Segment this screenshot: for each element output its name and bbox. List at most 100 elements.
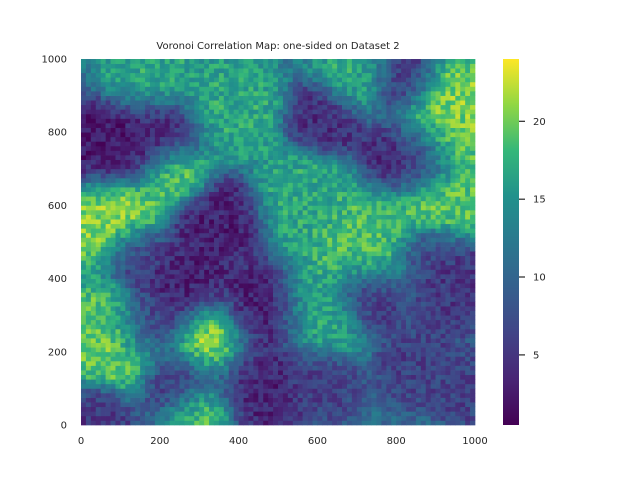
heatmap-cell — [440, 228, 446, 234]
heatmap-cell — [135, 301, 141, 307]
heatmap-cell — [465, 141, 471, 147]
heatmap-cell — [406, 232, 412, 238]
heatmap-cell — [371, 420, 377, 426]
heatmap-cell — [460, 150, 466, 156]
heatmap-cell — [470, 205, 476, 211]
heatmap-cell — [415, 338, 422, 343]
heatmap-cell — [145, 141, 151, 147]
heatmap-cell — [460, 255, 466, 261]
heatmap-cell — [450, 406, 456, 412]
heatmap-cell — [391, 420, 397, 426]
heatmap-cell — [391, 219, 397, 225]
heatmap-cell — [420, 255, 427, 261]
heatmap-cell — [263, 324, 269, 330]
heatmap-cell — [465, 360, 471, 366]
heatmap-cell — [115, 351, 121, 357]
heatmap-cell — [450, 209, 456, 215]
heatmap-cell — [430, 415, 436, 421]
heatmap-cell — [149, 200, 156, 206]
heatmap-cell — [164, 278, 170, 284]
heatmap-cell — [204, 260, 210, 266]
heatmap-cell — [376, 356, 382, 362]
heatmap-cell — [361, 306, 367, 311]
heatmap-cell — [346, 406, 353, 412]
heatmap-cell — [361, 141, 367, 147]
heatmap-cell — [371, 209, 377, 215]
heatmap-cell — [332, 283, 338, 289]
heatmap-cell — [223, 370, 230, 376]
heatmap-cell — [342, 402, 348, 408]
heatmap-cell — [450, 342, 456, 348]
heatmap-cell — [396, 301, 402, 307]
heatmap-cell — [213, 301, 220, 307]
heatmap-cell — [425, 242, 432, 247]
heatmap-cell — [391, 155, 397, 160]
heatmap-cell — [169, 406, 175, 412]
heatmap-cell — [169, 255, 175, 261]
heatmap-cell — [346, 333, 353, 339]
heatmap-cell — [361, 200, 367, 206]
heatmap-cell — [391, 319, 397, 325]
heatmap-cell — [342, 246, 348, 252]
heatmap-cell — [278, 264, 284, 270]
heatmap-cell — [154, 402, 161, 408]
heatmap-cell — [342, 406, 348, 412]
heatmap-cell — [85, 374, 92, 380]
heatmap-cell — [391, 301, 397, 307]
heatmap-cell — [391, 351, 397, 357]
heatmap-cell — [455, 319, 461, 325]
heatmap-cell — [302, 223, 308, 229]
heatmap-cell — [420, 232, 427, 238]
heatmap-cell — [327, 269, 333, 275]
heatmap-cell — [312, 301, 318, 307]
heatmap-cell — [425, 246, 432, 252]
heatmap-cell — [420, 383, 427, 389]
heatmap-cell — [356, 196, 363, 202]
heatmap-cell — [430, 342, 436, 348]
heatmap-cell — [130, 246, 136, 252]
heatmap-cell — [100, 296, 106, 302]
heatmap-cell — [297, 260, 303, 266]
heatmap-cell — [248, 406, 254, 412]
heatmap-cell — [184, 333, 190, 339]
heatmap-cell — [381, 328, 387, 334]
heatmap-cell — [435, 223, 441, 229]
heatmap-cell — [209, 223, 215, 229]
heatmap-cell — [445, 397, 451, 403]
heatmap-cell — [154, 292, 161, 298]
heatmap-cell — [386, 388, 392, 394]
heatmap-cell — [110, 420, 116, 426]
heatmap-cell — [125, 264, 131, 270]
heatmap-cell — [115, 136, 121, 142]
heatmap-cell — [159, 319, 166, 325]
heatmap-cell — [273, 370, 279, 376]
heatmap-cell — [110, 168, 116, 174]
heatmap-cell — [391, 223, 397, 229]
heatmap-cell — [391, 187, 397, 193]
heatmap-cell — [233, 319, 239, 325]
heatmap-cell — [179, 264, 185, 270]
heatmap-cell — [366, 205, 372, 211]
heatmap-cell — [159, 310, 166, 316]
heatmap-cell — [145, 356, 151, 362]
heatmap-cell — [238, 209, 244, 215]
heatmap-cell — [386, 338, 392, 343]
heatmap-cell — [292, 219, 299, 225]
heatmap-cell — [174, 292, 180, 298]
heatmap-cell — [317, 246, 323, 252]
heatmap-cell — [391, 251, 397, 257]
heatmap-cell — [381, 155, 387, 160]
heatmap-cell — [470, 214, 476, 220]
heatmap-cell — [332, 232, 338, 238]
heatmap-cell — [460, 182, 466, 188]
heatmap-cell — [297, 274, 303, 279]
heatmap-cell — [302, 274, 308, 279]
heatmap-cell — [435, 260, 441, 266]
heatmap-cell — [90, 351, 97, 357]
heatmap-cell — [366, 379, 372, 385]
heatmap-cell — [410, 155, 417, 160]
heatmap-cell — [154, 283, 161, 289]
heatmap-cell — [149, 370, 156, 376]
heatmap-cell — [273, 209, 279, 215]
heatmap-cell — [263, 283, 269, 289]
